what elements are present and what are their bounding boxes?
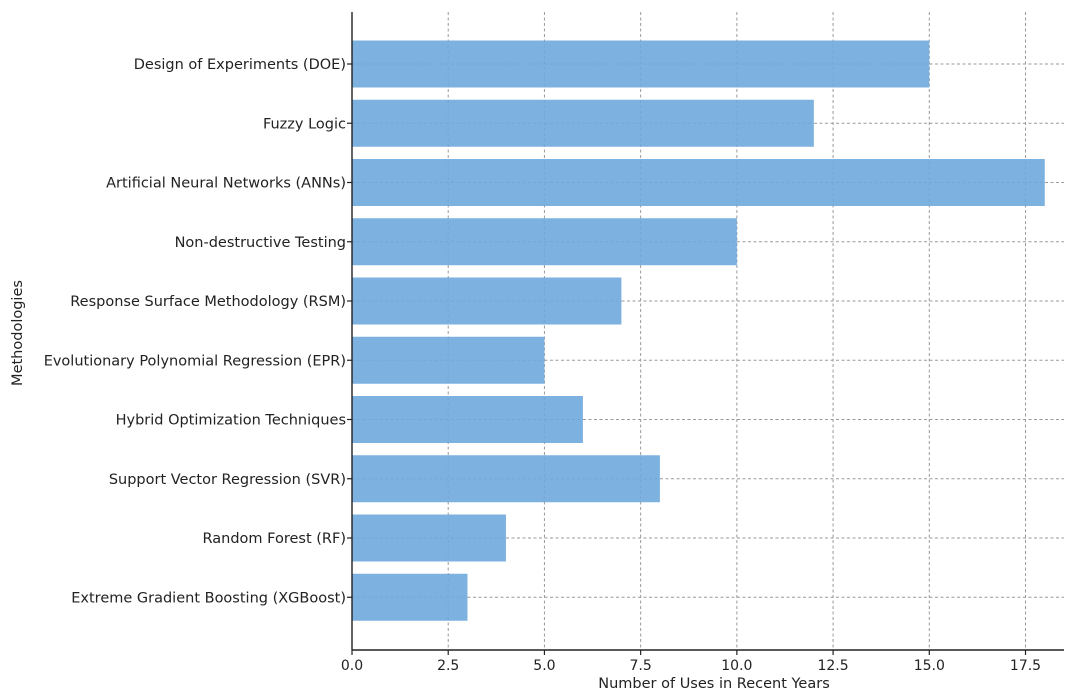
bar xyxy=(352,218,737,266)
x-tick-label: 17.5 xyxy=(1010,658,1041,674)
category-label: Extreme Gradient Boosting (XGBoost) xyxy=(71,590,346,606)
bar xyxy=(352,396,583,443)
axes xyxy=(351,12,1064,651)
bars xyxy=(352,40,1045,621)
bar xyxy=(352,455,660,503)
category-labels: Design of Experiments (DOE) Fuzzy Logic Ar… xyxy=(44,57,346,606)
x-tick-label: 12.5 xyxy=(817,658,848,674)
category-label: Evolutionary Polynomial Regression (EPR) xyxy=(44,353,346,369)
bar xyxy=(352,40,930,88)
category-label: Fuzzy Logic xyxy=(263,116,346,132)
category-label: Non-destructive Testing xyxy=(175,235,346,251)
bar xyxy=(352,277,622,325)
category-label: Support Vector Regression (SVR) xyxy=(109,472,346,488)
x-tick-label: 7.5 xyxy=(630,658,652,674)
bar xyxy=(352,159,1045,206)
bar xyxy=(352,573,468,621)
category-label: Design of Experiments (DOE) xyxy=(134,57,346,73)
x-tick-label: 0.0 xyxy=(341,658,363,674)
bar xyxy=(352,336,545,384)
bar xyxy=(352,514,506,562)
x-axis-title: Number of Uses in Recent Years xyxy=(598,676,830,692)
x-ticks: 0.0 2.5 5.0 7.5 10.0 12.5 15.0 17.5 xyxy=(341,63,1041,674)
category-label: Random Forest (RF) xyxy=(203,531,346,547)
category-label: Artificial Neural Networks (ANNs) xyxy=(106,176,346,192)
bar xyxy=(352,99,814,147)
category-label: Response Surface Methodology (RSM) xyxy=(70,294,346,310)
x-tick-label: 2.5 xyxy=(437,658,459,674)
category-label: Hybrid Optimization Techniques xyxy=(116,413,346,429)
x-tick-label: 15.0 xyxy=(914,658,945,674)
x-tick-label: 10.0 xyxy=(721,658,752,674)
y-axis-title: Methodologies xyxy=(10,280,26,386)
x-tick-label: 5.0 xyxy=(533,658,555,674)
